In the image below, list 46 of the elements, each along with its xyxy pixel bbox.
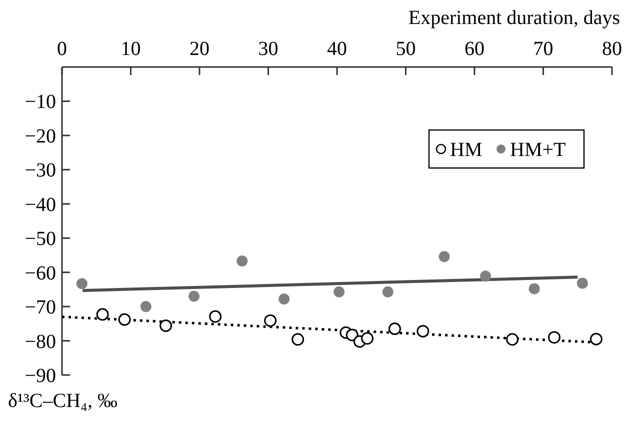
point xyxy=(292,333,304,346)
point xyxy=(76,278,88,290)
x-tick-label: 30 xyxy=(258,38,278,60)
legend-label: HM+T xyxy=(510,139,566,161)
x-tick-label: 40 xyxy=(327,38,347,60)
x-tick-label: 0 xyxy=(57,38,67,60)
x-tick-label: 60 xyxy=(464,38,484,60)
y-tick-label: −30 xyxy=(24,160,56,182)
point xyxy=(361,332,374,345)
y-tick-label: −50 xyxy=(24,228,56,250)
point xyxy=(209,310,222,323)
y-tick-label: −20 xyxy=(24,125,56,148)
point xyxy=(346,328,358,342)
point xyxy=(140,301,152,312)
point xyxy=(96,308,109,321)
point xyxy=(160,319,172,332)
point xyxy=(548,331,560,344)
x-tick-label: 20 xyxy=(190,38,210,60)
point xyxy=(236,256,248,267)
y-axis-title: δ¹³C–CH₄, ‰ xyxy=(8,390,118,412)
y-tick-label: −80 xyxy=(24,330,56,353)
point xyxy=(388,322,401,336)
point xyxy=(506,333,519,346)
point xyxy=(528,283,540,294)
y-tick-label: −10 xyxy=(24,91,56,114)
point xyxy=(590,332,602,346)
point xyxy=(576,278,588,289)
point xyxy=(264,314,277,327)
point xyxy=(334,286,345,298)
x-tick-label: 50 xyxy=(396,38,416,60)
x-axis-title: Experiment duration, days xyxy=(408,7,620,29)
point xyxy=(118,313,131,326)
legend-label: HM xyxy=(450,139,482,161)
y-tick-label: −90 xyxy=(24,365,56,387)
y-tick-label: −60 xyxy=(24,262,56,284)
point xyxy=(416,324,430,338)
x-tick-label: 70 xyxy=(533,38,554,60)
x-tick-label: 10 xyxy=(120,38,141,60)
point xyxy=(278,294,290,305)
point xyxy=(438,251,450,262)
point xyxy=(382,286,394,298)
point xyxy=(480,270,491,282)
y-tick-label: −40 xyxy=(24,194,56,216)
x-tick-label: 80 xyxy=(602,38,622,60)
point xyxy=(188,290,200,302)
y-tick-label: −70 xyxy=(24,296,56,319)
